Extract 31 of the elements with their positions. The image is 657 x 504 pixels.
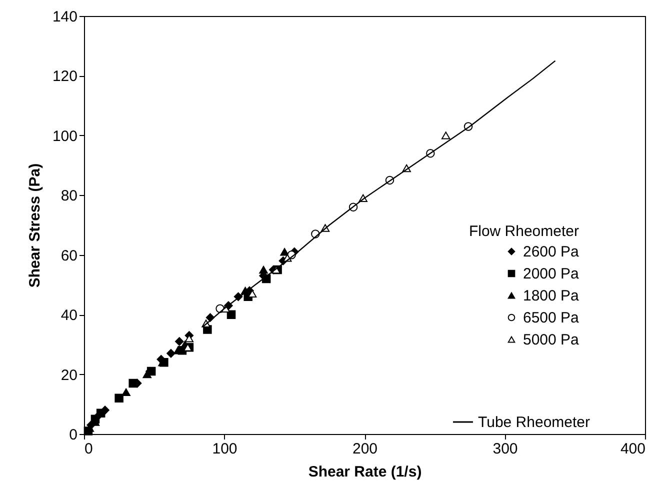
point: [114, 394, 124, 403]
point: [128, 378, 138, 388]
point: [259, 266, 268, 274]
x-tick-label: 400: [620, 440, 646, 458]
y-tick-label: 60: [60, 247, 78, 264]
x-tick-label: 100: [212, 440, 238, 458]
point: [166, 349, 176, 358]
point: [226, 310, 236, 319]
legend-label: 2000 Pa: [523, 266, 580, 282]
x-tick-label: 200: [352, 440, 378, 458]
point: [174, 337, 184, 346]
x-tick-label: 300: [492, 440, 518, 458]
legend-label: 2600 Pa: [523, 244, 580, 260]
y-tick-label: 100: [52, 128, 78, 145]
y-tick-label: 80: [60, 188, 78, 205]
legend-label: 6500 Pa: [523, 310, 580, 326]
y-tick-label: 20: [60, 366, 78, 384]
point: [96, 408, 106, 418]
legend-title: Flow Rheometer: [468, 223, 579, 240]
point: [441, 132, 450, 140]
y-tick-label: 140: [52, 8, 78, 26]
y-axis-title: Shear Stress (Pa): [26, 163, 44, 288]
legend-label: 5000 Pa: [523, 332, 580, 348]
legend-label: Tube Rheometer: [478, 414, 590, 431]
y-tick-label: 120: [52, 68, 78, 86]
x-axis-title: Shear Rate (1/s): [308, 464, 422, 480]
legend-label: 1800 Pa: [523, 288, 580, 304]
point: [122, 388, 130, 396]
x-tick-label: 0: [84, 440, 93, 458]
y-tick-label: 40: [60, 307, 78, 324]
y-tick-label: 0: [69, 426, 78, 444]
